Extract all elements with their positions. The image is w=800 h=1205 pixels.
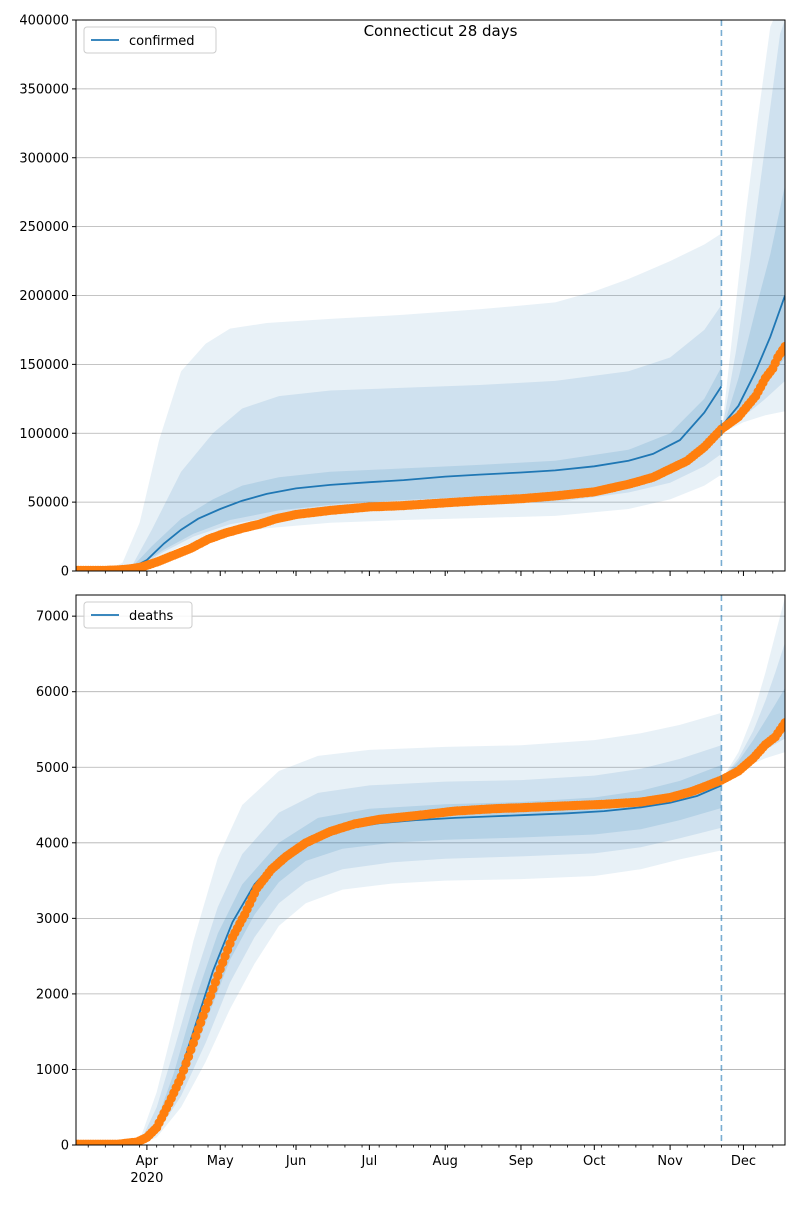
y-tick-label: 50000: [28, 496, 69, 511]
y-tick-label: 250000: [19, 220, 69, 235]
y-tick-label: 200000: [19, 289, 69, 304]
data-point: [780, 341, 785, 352]
y-tick-label: 400000: [19, 14, 69, 29]
legend: confirmed: [83, 26, 217, 54]
y-tick-label: 1000: [36, 1063, 69, 1078]
chart-title: Connecticut 28 days: [364, 22, 518, 40]
x-tick-label: Aug: [432, 1154, 457, 1169]
x-tick-label: May: [207, 1154, 234, 1169]
y-tick-label: 150000: [19, 358, 69, 373]
uncertainty-band-outer: [721, 20, 785, 434]
uncertainty-band-outer: [76, 712, 722, 1145]
x-tick-label: Oct: [583, 1154, 605, 1169]
y-tick-label: 300000: [19, 151, 69, 166]
confirmed-panel: 0 50000 100000 150000 200000 250000 300000 3500…: [19, 14, 786, 580]
deaths-panel: 0 1000 2000 3000 4000 5000 6000 7000 Apr 2020 May J…: [36, 594, 786, 1186]
x-tick-label: Nov: [657, 1154, 683, 1169]
legend-label: confirmed: [129, 34, 195, 49]
y-tick-label: 0: [61, 565, 69, 580]
y-tick-label: 350000: [19, 82, 69, 97]
y-tick-label: 7000: [36, 610, 69, 625]
y-tick-label: 4000: [36, 836, 69, 851]
x-tick-label: Sep: [509, 1154, 534, 1169]
y-tick-label: 0: [61, 1139, 69, 1154]
y-tick-label: 100000: [19, 427, 69, 442]
y-tick-label: 5000: [36, 761, 69, 776]
x-tick-label: Dec: [731, 1154, 756, 1169]
uncertainty-band-inner: [76, 367, 722, 571]
uncertainty-band-outer: [721, 597, 785, 781]
uncertainty-band-outer: [76, 233, 722, 571]
data-point: [780, 718, 785, 728]
x-tick-sublabel: 2020: [130, 1171, 163, 1186]
legend-box: [83, 601, 193, 629]
x-tick-label: Jun: [285, 1154, 306, 1169]
series-line: [76, 385, 723, 571]
legend-box: [83, 26, 217, 54]
y-tick-label: 6000: [36, 685, 69, 700]
y-tick-label: 3000: [36, 912, 69, 927]
plot-area: [76, 597, 785, 1145]
x-tick-label: Jul: [361, 1154, 378, 1169]
legend: deaths: [83, 601, 193, 629]
uncertainty-band-middle: [76, 745, 722, 1145]
uncertainty-band-middle: [721, 20, 785, 434]
series-line: [720, 295, 785, 427]
legend-label: deaths: [129, 609, 174, 624]
x-tick-label: Apr: [136, 1154, 159, 1169]
y-tick-label: 2000: [36, 987, 69, 1002]
uncertainty-band-middle: [76, 305, 722, 571]
plot-area: [76, 20, 785, 571]
